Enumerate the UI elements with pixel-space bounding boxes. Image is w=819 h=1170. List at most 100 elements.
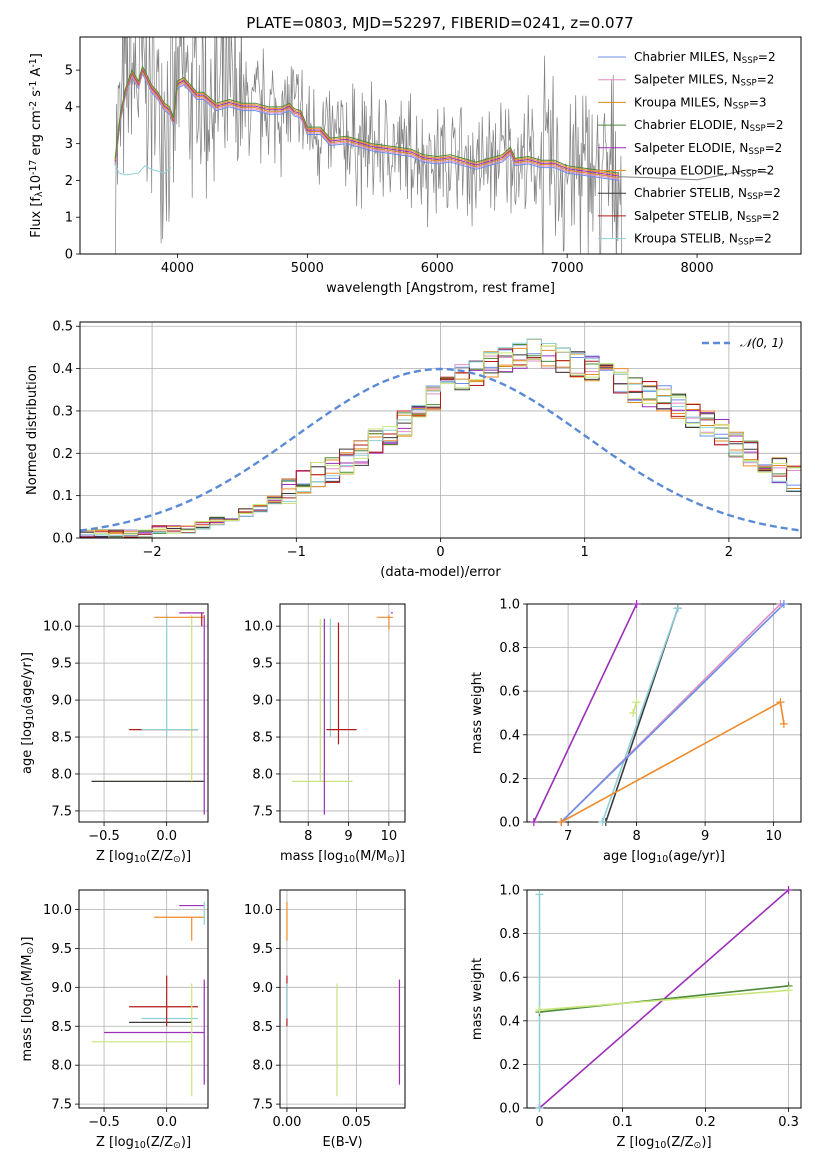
y-tick-label: 10.0: [244, 620, 273, 635]
plot-area: [292, 612, 393, 815]
axes-mass-vs-age: 8 9 10 7.5 8.0 8.5 9.0 9.5 10.0 mass [log10(M/M⊙)…: [244, 603, 406, 865]
x-tick-label: 0.0: [156, 829, 177, 844]
axes-z-vs-mass: −0.5 0.0 7.5 8.0 8.5 9.0 9.5 10.0 Z [log10(Z/Z⊙)…: [20, 889, 209, 1151]
axes-frame: [79, 36, 802, 255]
axes-age-massweight: 7 8 9 10 0.0 0.2 0.4 0.6 0.8 1.0 age [log10(age/yr…: [470, 598, 802, 865]
model-chabrier_miles: [114, 72, 620, 181]
y-tick-label: 10.0: [244, 903, 273, 918]
x-tick-label: 0.05: [342, 1115, 371, 1130]
gaussian-curve: [80, 367, 801, 532]
x-tick-label: 0.1: [612, 1115, 633, 1130]
y-tick-label: 9.0: [51, 694, 72, 709]
y-axis-label: mass weight: [470, 672, 485, 754]
y-tick-label: 8.0: [252, 1059, 273, 1074]
y-tick-label: 1: [65, 211, 73, 226]
line-kroupa_elodie: [560, 700, 785, 822]
y-tick-label: 8.0: [51, 1059, 72, 1074]
axes-spectrum: 4000 5000 6000 7000 8000 0 1 2 3 4 5 wavelength [An…: [28, 36, 802, 296]
y-tick-label: 0.4: [52, 362, 73, 377]
x-tick-label: −0.5: [88, 829, 120, 844]
y-tick-label: 0.6: [499, 971, 520, 986]
x-axis-label: mass [log10(M/M⊙)]: [280, 849, 405, 865]
y-tick-label: 8.5: [252, 731, 273, 746]
x-tick-label: −0.5: [88, 1115, 120, 1130]
axes-frame: [279, 889, 406, 1109]
y-axis-label: mass weight: [470, 958, 485, 1040]
x-axis-label: age [log10(age/yr)]: [603, 849, 725, 865]
y-tick-label: 0.5: [52, 320, 73, 335]
x-tick-label: 1: [581, 545, 589, 560]
plot-area: [286, 901, 401, 1097]
line-kroupa_stelib: [601, 608, 679, 822]
x-tick-label: 5000: [291, 261, 324, 276]
y-tick-label: 8.5: [51, 1020, 72, 1035]
axes-frame: [526, 603, 802, 823]
point-marker: [784, 986, 793, 995]
y-tick-label: 9.0: [252, 981, 273, 996]
hist-salpeter_stelib: [80, 342, 801, 538]
y-tick-label: 7.5: [51, 1098, 72, 1113]
x-tick-label: −1: [287, 545, 306, 560]
legend-label: Chabrier STELIB, NSSP=2: [634, 186, 781, 202]
point-marker: [535, 1005, 544, 1014]
y-tick-label: 0.8: [499, 641, 520, 656]
legend-label: Salpeter ELODIE, NSSP=2: [634, 141, 782, 157]
y-tick-label: 8.5: [51, 731, 72, 746]
axes-residuals: −2 −1 0 1 2 0.0 0.1 0.2 0.3 0.4 0.5 (data-model)/er…: [25, 320, 802, 580]
y-tick-label: 9.5: [252, 657, 273, 672]
x-tick-label: 0.3: [778, 1115, 799, 1130]
point-marker: [779, 600, 788, 608]
axes-frame: [526, 889, 802, 1109]
y-tick-label: 7.5: [252, 1098, 273, 1113]
y-tick-label: 0.2: [499, 772, 520, 787]
x-axis-label: (data-model)/error: [380, 565, 501, 580]
line-chabrier_elodie: [539, 985, 789, 1013]
y-tick-label: 0.0: [52, 532, 73, 547]
plot-area: [91, 901, 205, 1097]
data-spectrum: [115, 37, 622, 254]
point-marker: [779, 719, 788, 728]
legend: 𝒩(0, 1): [702, 336, 784, 350]
y-tick-label: 3: [65, 137, 73, 152]
point-marker: [535, 1104, 544, 1112]
y-tick-label: 9.0: [51, 981, 72, 996]
y-axis-label: age [log10(age/yr)]: [20, 652, 36, 774]
y-tick-label: 0: [65, 248, 73, 263]
point-marker: [632, 698, 641, 707]
x-tick-label: 10: [765, 829, 782, 844]
model-kroupa_stelib: [114, 163, 172, 176]
y-tick-label: 0.1: [52, 489, 73, 504]
model-kroupa_miles: [114, 69, 620, 178]
legend-label: Chabrier ELODIE, NSSP=2: [634, 118, 783, 134]
point-marker: [776, 698, 785, 707]
y-tick-label: 0.2: [499, 1058, 520, 1073]
y-tick-label: 0.4: [499, 728, 520, 743]
legend-label: Chabrier MILES, NSSP=2: [634, 50, 776, 66]
y-tick-label: 2: [65, 174, 73, 189]
y-tick-label: 0.0: [499, 816, 520, 831]
plot-area: [114, 37, 770, 254]
y-tick-label: 0.4: [499, 1014, 520, 1029]
y-tick-label: 10.0: [43, 903, 72, 918]
x-tick-label: 8000: [681, 261, 714, 276]
x-tick-label: 6000: [421, 261, 454, 276]
x-axis-label: Z [log10(Z/Z⊙)]: [96, 849, 191, 865]
y-tick-label: 0.2: [52, 447, 73, 462]
model-chabrier_elodie: [114, 65, 620, 174]
y-tick-label: 9.5: [51, 942, 72, 957]
x-tick-label: −2: [143, 545, 162, 560]
point-marker: [598, 818, 607, 826]
y-tick-label: 8.0: [252, 767, 273, 782]
legend-label: Salpeter STELIB, NSSP=2: [634, 209, 780, 225]
y-tick-label: 0.6: [499, 685, 520, 700]
axes-frame: [78, 889, 209, 1109]
y-tick-label: 4: [65, 100, 73, 115]
x-tick-label: 0.00: [272, 1115, 301, 1130]
x-tick-label: 0: [535, 1115, 543, 1130]
plot-area: [533, 604, 785, 822]
y-tick-label: 1.0: [499, 598, 520, 613]
y-tick-label: 7.5: [51, 804, 72, 819]
x-tick-label: 8: [632, 829, 640, 844]
model-salpeter_miles: [114, 70, 620, 180]
